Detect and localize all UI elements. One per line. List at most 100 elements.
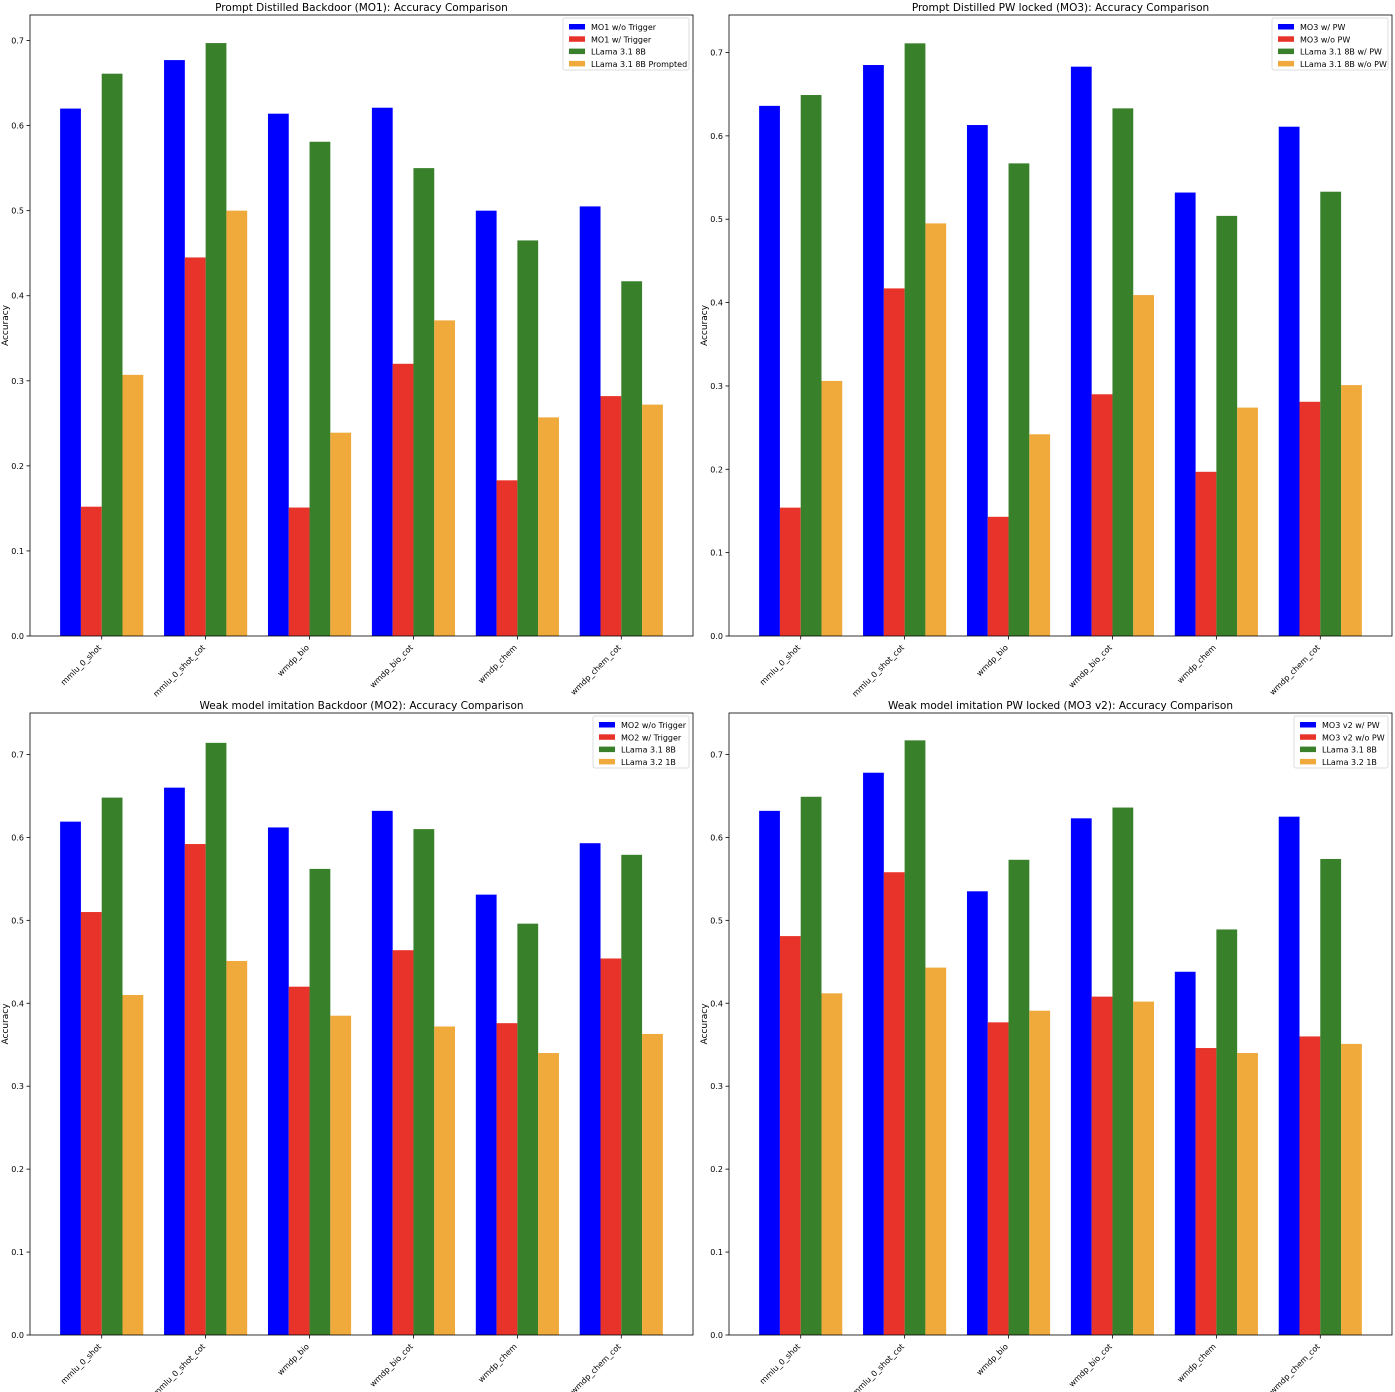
x-tick-label: mmlu_0_shot_cot: [850, 643, 906, 699]
y-tick-label: 0.2: [710, 465, 723, 474]
x-tick-label: wmdp_bio_cot: [1067, 1342, 1114, 1389]
bar-3-5: [1341, 1043, 1362, 1335]
legend-swatch-2: [1278, 48, 1294, 55]
y-tick-label: 0.0: [11, 1331, 24, 1340]
bar-1-5: [1299, 1036, 1321, 1335]
bar-2-5: [1320, 191, 1342, 636]
x-tick-label: wmdp_bio_cot: [368, 643, 415, 690]
y-tick-label: 0.2: [11, 1165, 24, 1174]
bar-0-2: [966, 891, 988, 1335]
bar-1-1: [184, 844, 206, 1335]
bar-1-2: [288, 986, 310, 1335]
legend: MO2 w/o Trigger MO2 w/ Trigger LLama 3.1 8…: [592, 715, 690, 769]
bar-1-3: [392, 363, 414, 636]
bar-1-4: [496, 480, 518, 636]
chart-title: Prompt Distilled Backdoor (MO1): Accurac…: [215, 2, 508, 14]
x-tick-label: wmdp_bio: [276, 643, 311, 678]
bar-1-3: [392, 950, 414, 1335]
bar-1-1: [883, 872, 905, 1335]
bar-2-1: [205, 742, 227, 1335]
bar-3-2: [1029, 434, 1051, 636]
y-tick-label: 0.5: [710, 916, 723, 925]
bar-2-3: [413, 829, 435, 1335]
legend-label-0: MO3 w/ PW: [1300, 23, 1345, 32]
bar-1-4: [1195, 471, 1217, 636]
bar-2-4: [1216, 929, 1238, 1335]
bar-0-3: [1070, 818, 1092, 1335]
bar-1-2: [987, 1022, 1009, 1335]
bar-3-2: [1029, 1010, 1051, 1335]
y-tick-label: 0.3: [11, 1082, 24, 1091]
x-tick-label: mmlu_0_shot: [59, 643, 103, 687]
legend-label-0: MO2 w/o Trigger: [621, 721, 687, 730]
x-tick-label: mmlu_0_shot: [59, 1342, 103, 1386]
bar-2-1: [904, 43, 926, 636]
bar-3-3: [434, 1026, 456, 1335]
axes-frame: [29, 14, 694, 637]
y-axis-label: Accuracy: [1, 1003, 11, 1045]
y-tick-label: 0.1: [710, 1248, 723, 1257]
y-axis-label: Accuracy: [700, 304, 710, 346]
bar-3-2: [330, 1015, 352, 1335]
legend-box: [592, 715, 690, 769]
y-tick-label: 0.1: [710, 549, 723, 558]
bar-2-4: [1216, 215, 1238, 636]
bar-1-0: [80, 506, 102, 636]
bar-2-3: [1112, 108, 1134, 636]
bar-2-0: [101, 73, 123, 636]
x-tick-label: wmdp_bio_cot: [368, 1342, 415, 1389]
bar-2-3: [413, 168, 435, 636]
bar-3-4: [538, 1053, 559, 1335]
y-tick-label: 0.7: [710, 49, 723, 58]
bar-0-5: [1278, 816, 1300, 1335]
legend-swatch-3: [1278, 60, 1294, 67]
bar-3-5: [1341, 385, 1362, 636]
chart-title: Weak model imitation Backdoor (MO2): Acc…: [199, 700, 523, 712]
y-tick-label: 0.4: [710, 299, 723, 308]
bar-2-4: [517, 923, 539, 1335]
bar-3-0: [122, 994, 144, 1335]
bar-2-4: [517, 240, 539, 636]
legend-label-1: MO1 w/ Trigger: [591, 35, 652, 44]
legend-swatch-1: [1278, 36, 1294, 42]
legend: MO3 w/ PW MO3 w/o PW LLama 3.1 8B w/ PW LLa…: [1271, 17, 1389, 71]
bar-0-3: [371, 107, 393, 636]
legend-box: [1293, 715, 1389, 769]
x-tick-label: mmlu_0_shot: [758, 643, 802, 687]
subplot-1: Prompt Distilled Backdoor (MO1): Accurac…: [1, 2, 694, 699]
bar-1-0: [779, 936, 801, 1335]
y-tick-label: 0.2: [11, 462, 24, 471]
legend-label-3: LLama 3.2 1B: [621, 758, 676, 767]
y-tick-label: 0.3: [710, 382, 723, 391]
bar-2-5: [1320, 858, 1342, 1335]
bar-0-3: [371, 810, 393, 1335]
bar-3-3: [1133, 295, 1155, 636]
bar-1-4: [1195, 1048, 1217, 1335]
axes-frame: [728, 712, 1393, 1336]
bar-1-5: [600, 396, 622, 636]
bar-1-1: [184, 257, 206, 636]
legend-swatch-2: [1300, 746, 1316, 753]
bar-3-0: [821, 993, 843, 1335]
x-tick-label: mmlu_0_shot_cot: [850, 1342, 906, 1392]
x-tick-label: wmdp_chem_cot: [1268, 1342, 1322, 1392]
legend-label-0: MO3 v2 w/ PW: [1322, 721, 1380, 730]
legend-swatch-0: [569, 24, 585, 30]
legend-label-2: LLama 3.1 8B w/ PW: [1300, 48, 1382, 57]
x-tick-label: wmdp_bio: [975, 643, 1010, 678]
axes-frame: [728, 14, 1393, 637]
y-tick-label: 0.3: [710, 1082, 723, 1091]
x-tick-label: mmlu_0_shot_cot: [151, 643, 207, 699]
legend-swatch-3: [1300, 758, 1316, 765]
y-axis-label: Accuracy: [700, 1003, 710, 1045]
x-tick-label: wmdp_chem: [1176, 1342, 1218, 1384]
x-tick-label: wmdp_chem_cot: [1268, 643, 1322, 697]
bar-3-5: [642, 1033, 663, 1335]
x-tick-label: wmdp_bio_cot: [1067, 643, 1114, 690]
legend-label-0: MO1 w/o Trigger: [591, 23, 657, 32]
bar-0-3: [1070, 66, 1092, 636]
bar-3-4: [1237, 407, 1258, 636]
bar-0-2: [966, 125, 988, 636]
bar-0-2: [267, 113, 289, 637]
